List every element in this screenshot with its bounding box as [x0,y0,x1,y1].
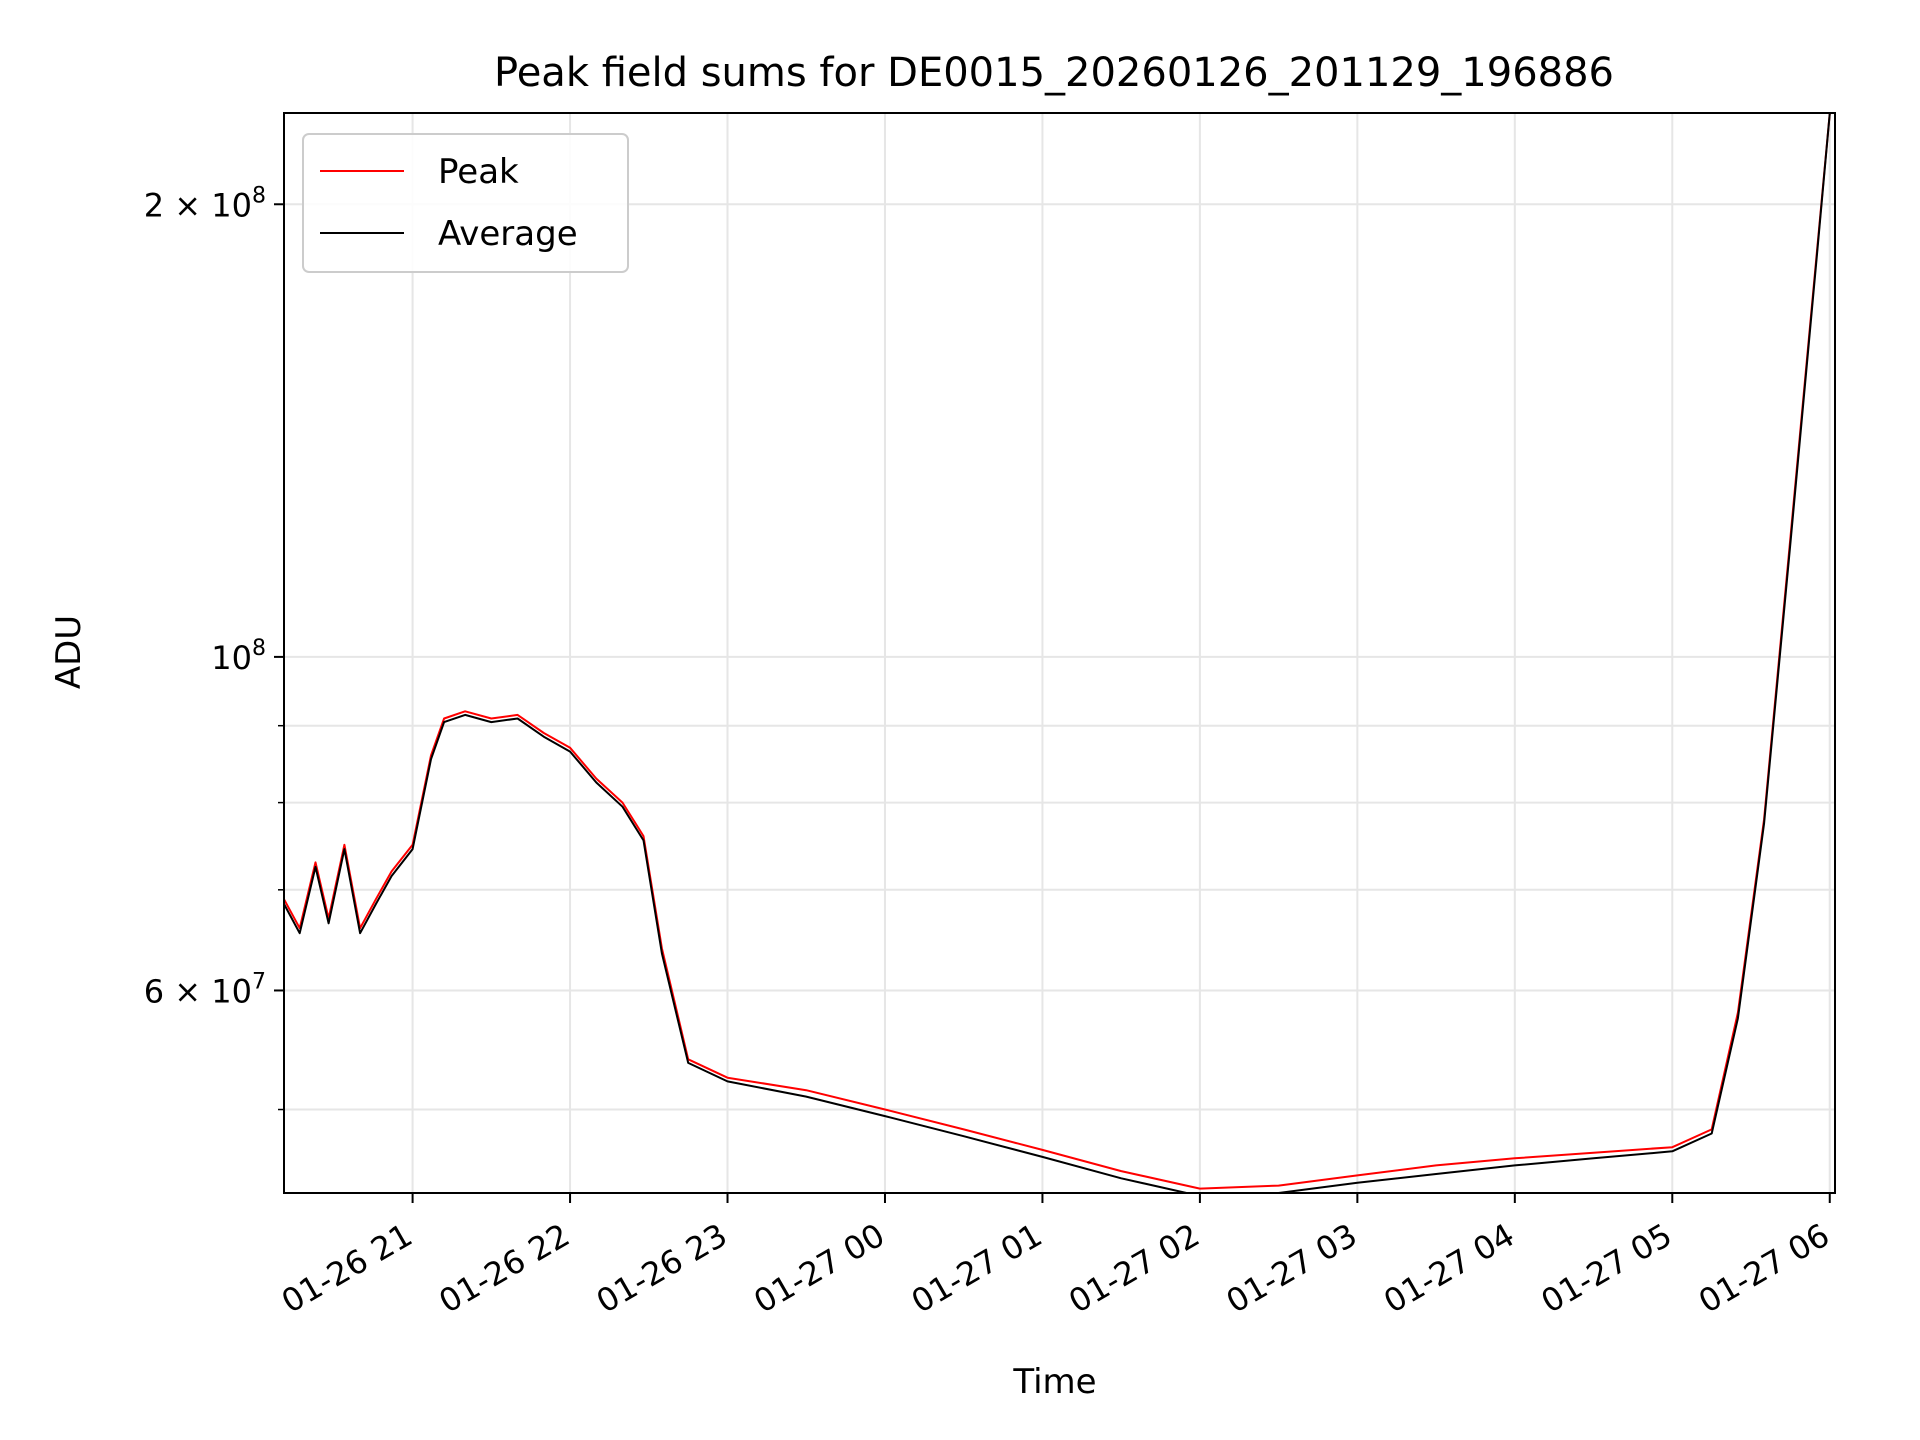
legend-box [302,133,629,273]
series-line-average [284,113,1831,1193]
y-tick-label: 2 × 108 [144,183,266,224]
y-tick-label: 6 × 107 [144,969,266,1010]
plot-frame [283,112,1836,1194]
legend-label-peak: Peak [438,152,519,192]
y-axis-ticks: 6 × 107 108 2 × 108 [144,183,284,1111]
y-axis-label: ADU [49,615,89,689]
y-tick-label: 108 [211,636,266,677]
chart-title: Peak field sums for DE0015_20260126_2011… [494,50,1614,96]
axes [283,112,1836,1194]
series-lines [284,113,1831,1193]
legend: Peak Average [302,133,629,273]
legend-label-average: Average [438,214,578,254]
series-line-peak [284,113,1831,1190]
x-axis-label: Time [1012,1362,1096,1402]
grid [284,113,1835,1193]
